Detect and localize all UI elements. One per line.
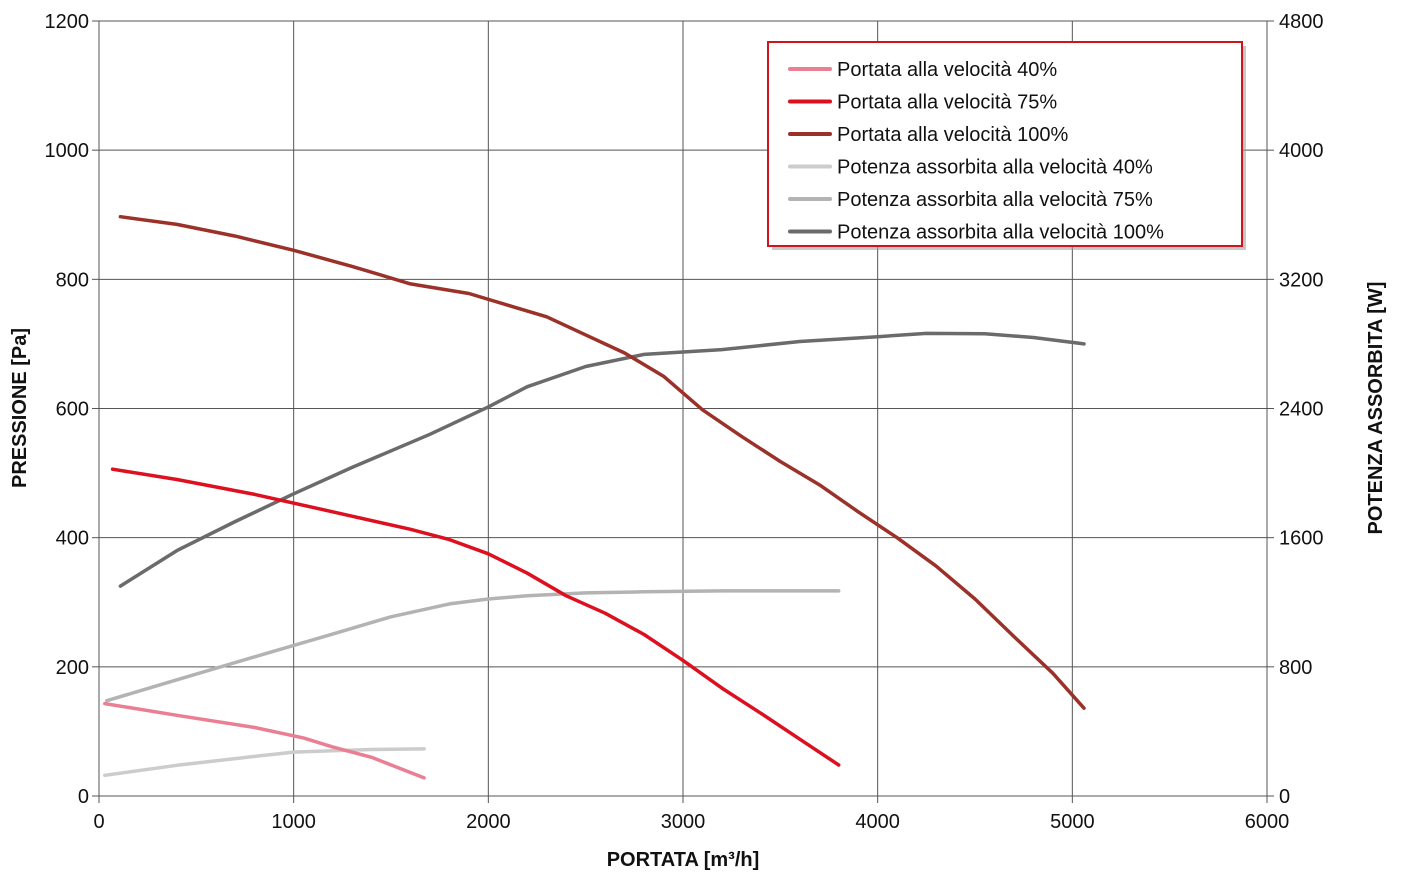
series-layer — [103, 214, 1086, 780]
x-tick-label: 3000 — [661, 811, 706, 833]
legend-label: Portata alla velocità 100% — [837, 124, 1068, 146]
x-tick-label: 0 — [93, 811, 104, 833]
x-tick-label: 2000 — [466, 811, 511, 833]
y-right-tick-label: 1600 — [1279, 528, 1324, 550]
legend-label: Potenza assorbita alla velocità 100% — [837, 222, 1164, 244]
y-left-tick-label: 200 — [56, 657, 89, 679]
y-left-tick-label: 800 — [56, 269, 89, 291]
x-tick-label: 4000 — [855, 811, 900, 833]
series-line-3 — [103, 747, 426, 778]
y-right-tick-label: 4000 — [1279, 140, 1324, 162]
series-line-1 — [110, 467, 841, 767]
y-left-tick-label: 0 — [78, 786, 89, 808]
y-left-tick-label: 1000 — [45, 140, 90, 162]
ticks: 0 1000 2000 3000 4000 5000 6000 0 200 400 600 800 10… — [45, 11, 1324, 833]
y-axis-left-title: PRESSIONE [Pa] — [9, 328, 31, 488]
series-line-5 — [118, 331, 1086, 588]
legend-box — [767, 41, 1243, 247]
legend-label: Portata alla velocità 40% — [837, 59, 1057, 81]
x-tick-label: 6000 — [1245, 811, 1290, 833]
legend-label: Potenza assorbita alla velocità 75% — [837, 189, 1153, 211]
y-left-tick-label: 600 — [56, 399, 89, 421]
legend-label: Potenza assorbita alla velocità 40% — [837, 157, 1153, 179]
series-line-4 — [105, 589, 841, 703]
y-left-tick-label: 400 — [56, 528, 89, 550]
legend-label: Portata alla velocità 75% — [837, 92, 1057, 114]
x-tick-label: 1000 — [271, 811, 316, 833]
y-right-tick-label: 0 — [1279, 786, 1290, 808]
y-right-tick-label: 800 — [1279, 657, 1312, 679]
x-axis-title: PORTATA [m³/h] — [607, 849, 760, 871]
y-right-tick-label: 2400 — [1279, 399, 1324, 421]
y-left-tick-label: 1200 — [45, 11, 90, 33]
x-tick-label: 5000 — [1050, 811, 1095, 833]
series-line-0 — [103, 701, 426, 780]
y-right-tick-label: 4800 — [1279, 11, 1324, 33]
y-right-tick-label: 3200 — [1279, 269, 1324, 291]
y-axis-right-title: POTENZA ASSORBITA [W] — [1365, 282, 1387, 535]
legend: Portata alla velocità 40% Portata alla ve… — [767, 41, 1246, 250]
series-line-2 — [118, 214, 1086, 710]
